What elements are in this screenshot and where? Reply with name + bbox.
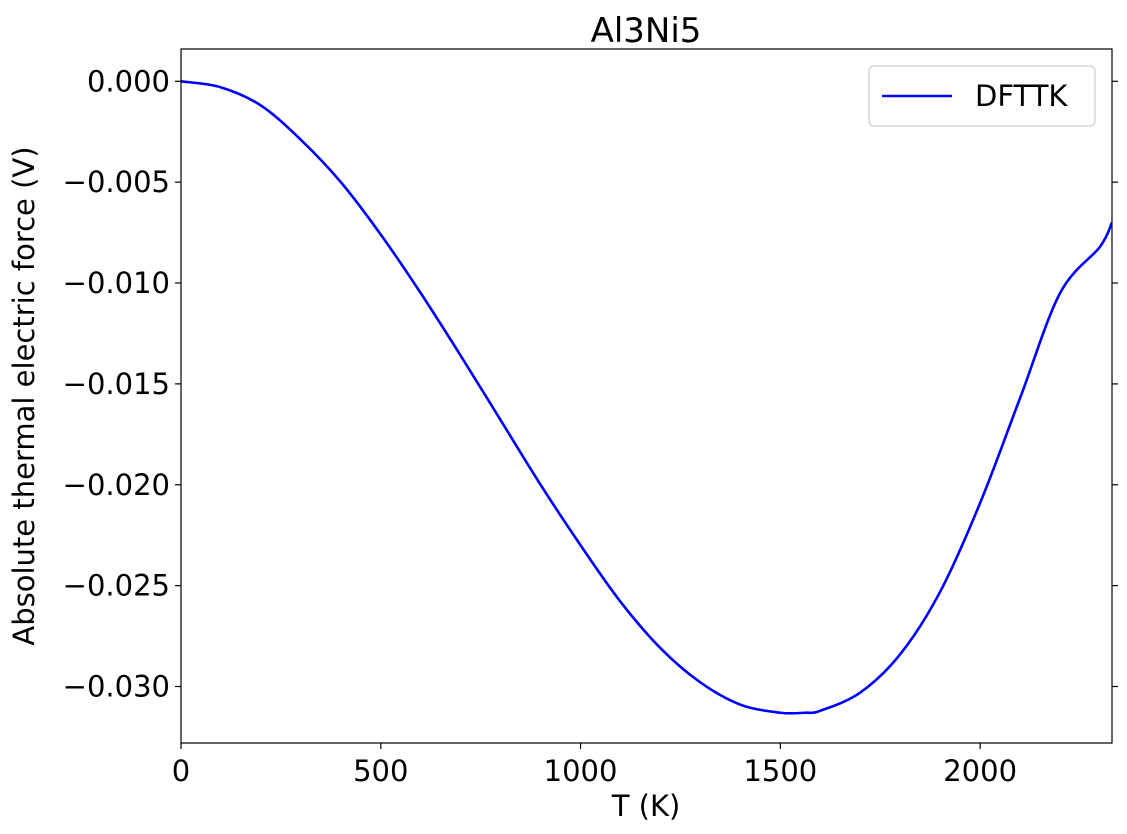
legend-label: DFTTK — [975, 79, 1068, 113]
legend: DFTTK — [868, 65, 1096, 127]
series-line-1 — [181, 79, 1112, 715]
x-tick-label: 500 — [353, 754, 408, 788]
y-tick-label: −0.005 — [63, 165, 170, 199]
x-tick-label: 2000 — [943, 754, 1017, 788]
plot-area: 0 500 1000 1500 2000 0.000 −0.005 −0.010 −0.015 −… — [63, 48, 1118, 788]
x-axis-label: T (K) — [611, 789, 681, 823]
x-tick-label: 0 — [172, 754, 190, 788]
y-tick-label: −0.020 — [63, 468, 170, 502]
x-tick-label: 1000 — [544, 754, 618, 788]
y-tick-label: −0.015 — [63, 367, 170, 401]
y-axis-label: Absolute thermal electric force (V) — [7, 146, 41, 645]
y-tick-label: 0.000 — [87, 64, 170, 98]
chart-title: Al3Ni5 — [591, 11, 702, 51]
y-tick-label: −0.030 — [63, 670, 170, 704]
plot-frame — [180, 48, 1113, 744]
y-tick-label: −0.010 — [63, 266, 170, 300]
x-tick-label: 1500 — [743, 754, 817, 788]
y-tick-label: −0.025 — [63, 569, 170, 603]
legend-box — [868, 65, 1096, 127]
